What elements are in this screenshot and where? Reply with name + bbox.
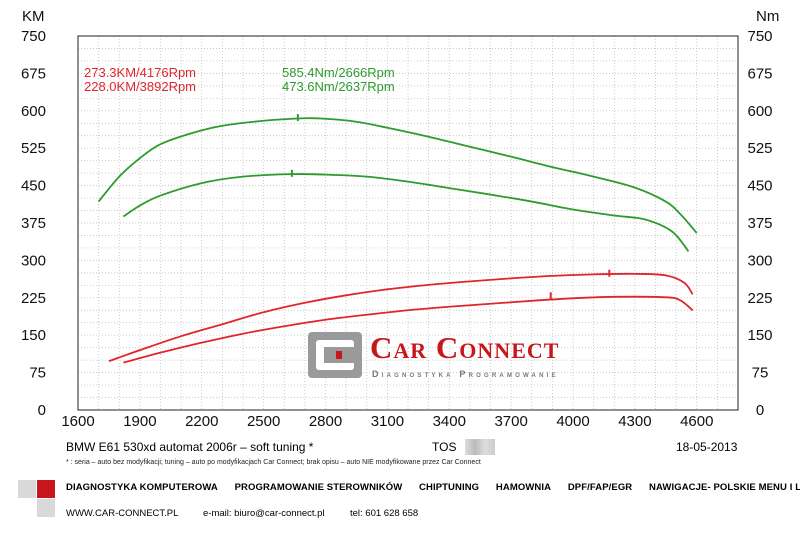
y-tick-label-right: 450 (747, 178, 772, 195)
x-tick-label: 2800 (309, 413, 342, 430)
peak-label-torque-tuned: 585.4Nm/2666Rpm (282, 65, 395, 80)
y-tick-label-right: 525 (747, 140, 772, 157)
y-tick-label-right: 0 (756, 402, 764, 419)
x-tick-label: 3100 (371, 413, 404, 430)
x-tick-label: 2200 (185, 413, 218, 430)
y-tick-label-right: 675 (747, 65, 772, 82)
email-link[interactable]: e-mail: biuro@car-connect.pl (203, 508, 325, 519)
logo-title: Car Connect (370, 330, 559, 365)
redacted-plate-mask (465, 439, 495, 455)
legend-note: * : seria – auto bez modyfikacji; tuning… (66, 459, 481, 466)
right-axis-label: Nm (756, 8, 779, 25)
axis-ticks: 1600 1900 2200 2500 2800 3100 3400 3700 4000 4300… (21, 28, 773, 430)
y-tick-label-right: 375 (747, 215, 772, 232)
y-tick-label-left: 525 (21, 140, 46, 157)
logo-tagline: Diagnostyka Programowanie (372, 369, 559, 379)
x-tick-label: 1600 (61, 413, 94, 430)
brand-square-red (37, 480, 55, 498)
service-item: PROGRAMOWANIE STEROWNIKÓW (234, 482, 403, 493)
peak-label-torque-stock: 473.6Nm/2637Rpm (282, 79, 395, 94)
service-item: DPF/FAP/EGR (567, 482, 633, 493)
y-tick-label-right: 300 (747, 252, 772, 269)
peak-label-power-tuned: 273.3KM/4176Rpm (84, 65, 196, 80)
test-date: 18-05-2013 (676, 440, 738, 454)
service-item: CHIPTUNING (419, 482, 480, 493)
x-tick-label: 3400 (433, 413, 466, 430)
brand-square-grey (18, 480, 36, 498)
y-tick-label-right: 75 (752, 365, 769, 382)
series-line-torque-stock (122, 173, 690, 252)
series-line-torque-tuned (97, 117, 698, 234)
chart-series (97, 114, 698, 364)
y-tick-label-right: 225 (747, 290, 772, 307)
phone-number: tel: 601 628 658 (350, 508, 419, 519)
x-tick-label: 4000 (556, 413, 589, 430)
series-line-power-tuned (108, 272, 694, 362)
y-tick-label-left: 450 (21, 178, 46, 195)
x-tick-label: 4600 (680, 413, 713, 430)
y-tick-label-right: 750 (747, 28, 772, 45)
y-tick-label-left: 300 (21, 252, 46, 269)
brand-square-light (37, 499, 55, 517)
y-tick-label-left: 675 (21, 65, 46, 82)
service-item: DIAGNOSTYKA KOMPUTEROWA (66, 482, 218, 493)
peak-label-power-stock: 228.0KM/3892Rpm (84, 79, 196, 94)
y-tick-label-left: 375 (21, 215, 46, 232)
left-axis-label: KM (22, 8, 45, 25)
series-line-power-stock (123, 295, 694, 364)
y-tick-label-left: 225 (21, 290, 46, 307)
y-tick-label-left: 150 (21, 327, 46, 344)
x-tick-label: 1900 (123, 413, 156, 430)
y-tick-label-right: 150 (747, 327, 772, 344)
x-tick-label: 4300 (618, 413, 651, 430)
plot-frame (77, 35, 739, 411)
y-tick-label-right: 600 (747, 103, 772, 120)
services-list: DIAGNOSTYKA KOMPUTEROWA PROGRAMOWANIE ST… (66, 482, 800, 493)
vehicle-code: TOS (432, 440, 457, 454)
y-tick-label-left: 600 (21, 103, 46, 120)
car-connect-logo: Car Connect Diagnostyka Programowanie (308, 330, 559, 379)
x-tick-label: 2500 (247, 413, 280, 430)
service-item: HAMOWNIA (495, 482, 552, 493)
service-item: NAWIGACJE- POLSKIE MENU I LEKTOR (649, 482, 800, 493)
y-tick-label-left: 750 (21, 28, 46, 45)
website-link[interactable]: WWW.CAR-CONNECT.PL (66, 508, 179, 519)
y-tick-label-left: 0 (38, 402, 46, 419)
vehicle-description: BMW E61 530xd automat 2006r – soft tunin… (66, 440, 314, 454)
y-tick-label-left: 75 (29, 365, 46, 382)
x-tick-label: 3700 (494, 413, 527, 430)
